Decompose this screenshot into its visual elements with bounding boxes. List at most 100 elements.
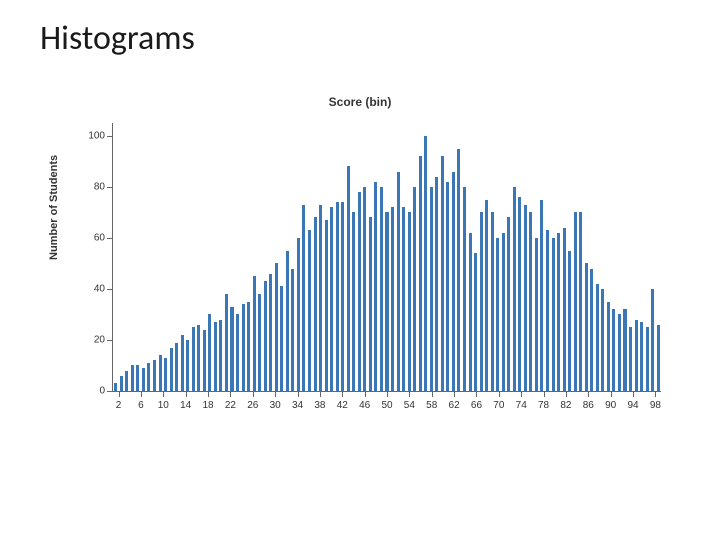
bar <box>601 289 604 391</box>
x-tick-label: 26 <box>247 400 258 411</box>
bar <box>424 136 427 391</box>
y-tick-label: 60 <box>79 232 105 243</box>
slide: Histograms Score (bin) Number of Student… <box>0 0 720 540</box>
y-tick-label: 100 <box>79 130 105 141</box>
bar <box>269 274 272 391</box>
x-tick-label: 62 <box>449 400 460 411</box>
x-tick-label: 78 <box>538 400 549 411</box>
x-tick <box>320 391 321 397</box>
bar <box>197 325 200 391</box>
bar <box>147 363 150 391</box>
bar <box>120 376 123 391</box>
bar <box>568 251 571 391</box>
x-tick <box>342 391 343 397</box>
bar <box>463 187 466 391</box>
bar <box>330 207 333 391</box>
bar <box>347 166 350 391</box>
bar <box>336 202 339 391</box>
x-tick-label: 86 <box>583 400 594 411</box>
x-tick-label: 50 <box>381 400 392 411</box>
bar <box>397 172 400 392</box>
bar <box>618 314 621 391</box>
x-tick-label: 6 <box>138 400 144 411</box>
x-tick <box>141 391 142 397</box>
bar <box>391 207 394 391</box>
bar <box>607 302 610 391</box>
x-tick <box>253 391 254 397</box>
y-tick-label: 80 <box>79 181 105 192</box>
bar <box>302 205 305 391</box>
y-axis-label: Number of Students <box>48 155 60 260</box>
bar <box>524 205 527 391</box>
y-tick <box>107 391 113 392</box>
slide-title: Histograms <box>40 18 195 59</box>
y-tick-label: 40 <box>79 283 105 294</box>
bar <box>219 320 222 391</box>
x-tick <box>499 391 500 397</box>
bar <box>142 368 145 391</box>
bar <box>540 200 543 391</box>
bar <box>314 217 317 391</box>
bar <box>518 197 521 391</box>
y-tick <box>107 187 113 188</box>
bar <box>164 358 167 391</box>
x-tick-label: 42 <box>337 400 348 411</box>
x-tick-label: 70 <box>493 400 504 411</box>
bar <box>258 294 261 391</box>
bar <box>596 284 599 391</box>
bar <box>485 200 488 391</box>
bar <box>474 253 477 391</box>
x-tick-label: 94 <box>627 400 638 411</box>
bar <box>563 228 566 391</box>
bar <box>374 182 377 391</box>
bar <box>419 156 422 391</box>
x-tick <box>186 391 187 397</box>
x-tick <box>655 391 656 397</box>
x-tick-label: 22 <box>225 400 236 411</box>
x-tick <box>432 391 433 397</box>
bar <box>380 187 383 391</box>
bar <box>441 156 444 391</box>
bar <box>480 212 483 391</box>
x-tick <box>566 391 567 397</box>
bar <box>385 212 388 391</box>
x-tick <box>365 391 366 397</box>
x-tick <box>298 391 299 397</box>
bar <box>247 302 250 391</box>
bar <box>264 281 267 391</box>
x-tick <box>476 391 477 397</box>
bar <box>170 348 173 391</box>
bar <box>192 327 195 391</box>
x-tick-label: 18 <box>202 400 213 411</box>
x-tick <box>611 391 612 397</box>
bar <box>502 233 505 391</box>
bar <box>325 220 328 391</box>
x-tick <box>521 391 522 397</box>
bar <box>635 320 638 391</box>
x-tick-label: 58 <box>426 400 437 411</box>
bar <box>286 251 289 391</box>
y-tick-label: 20 <box>79 334 105 345</box>
bar <box>186 340 189 391</box>
bar <box>435 177 438 391</box>
x-tick-label: 98 <box>650 400 661 411</box>
bar <box>513 187 516 391</box>
bars-container <box>113 123 661 391</box>
bar <box>225 294 228 391</box>
x-tick-label: 90 <box>605 400 616 411</box>
bar <box>159 355 162 391</box>
bar <box>552 238 555 391</box>
x-tick-label: 34 <box>292 400 303 411</box>
bar <box>491 212 494 391</box>
plot-area: 0204060801002610141822263034384246505458… <box>112 123 661 392</box>
bar <box>242 304 245 391</box>
bar <box>535 238 538 391</box>
bar <box>585 263 588 391</box>
x-tick-label: 82 <box>560 400 571 411</box>
bar <box>203 330 206 391</box>
bar <box>136 365 139 391</box>
bar <box>640 322 643 391</box>
bar <box>236 314 239 391</box>
bar <box>230 307 233 391</box>
x-tick <box>633 391 634 397</box>
